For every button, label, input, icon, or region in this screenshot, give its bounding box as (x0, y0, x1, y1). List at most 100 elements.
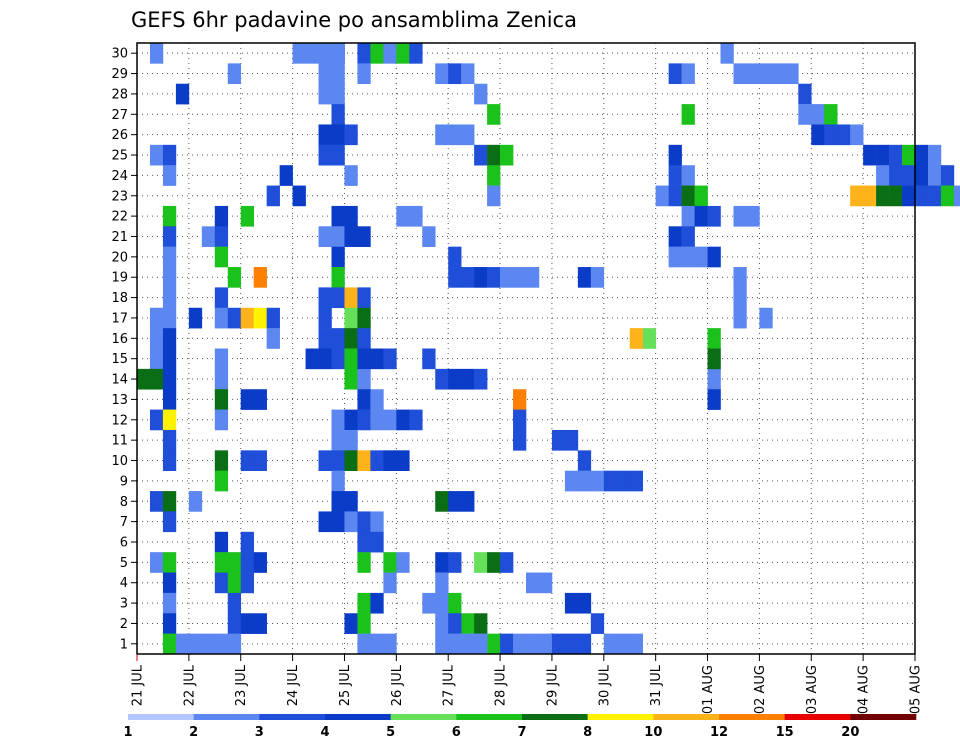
heatmap-cell (227, 267, 242, 288)
y-tick-label: 18 (111, 291, 128, 306)
heatmap-cell (331, 328, 345, 349)
heatmap-cell (474, 267, 488, 288)
heatmap-cell (370, 531, 384, 553)
colorbar-label: 20 (841, 725, 859, 740)
heatmap-cell (227, 592, 242, 614)
heatmap-cell (162, 552, 177, 573)
heatmap-cell (500, 267, 514, 288)
heatmap-cell (214, 409, 229, 431)
heatmap-cell (720, 43, 734, 64)
heatmap-cell (162, 328, 177, 349)
heatmap-cell (214, 226, 229, 247)
heatmap-cell (162, 389, 177, 410)
y-tick-label: 17 (111, 311, 128, 326)
heatmap-cell (162, 307, 177, 329)
heatmap-cell (487, 165, 501, 186)
heatmap-cell (850, 185, 864, 207)
heatmap-cell (357, 226, 371, 247)
heatmap-cell (370, 633, 384, 655)
heatmap-cell (694, 246, 708, 268)
heatmap-cell (811, 124, 825, 146)
heatmap-cell (305, 348, 319, 370)
heatmap-cell (162, 511, 177, 533)
heatmap-cell (409, 409, 423, 431)
heatmap-cell (513, 429, 527, 451)
heatmap-cell (214, 368, 229, 390)
heatmap-cell (344, 613, 358, 634)
heatmap-cell (707, 389, 721, 410)
heatmap-cell (318, 83, 332, 105)
heatmap-cell (292, 185, 306, 207)
heatmap-cell (383, 552, 397, 573)
heatmap-cell (759, 63, 773, 85)
heatmap-cell (240, 389, 254, 410)
heatmap-cell (344, 368, 358, 390)
colorbar-swatch (587, 714, 654, 720)
heatmap-cell (668, 226, 682, 247)
y-tick-label: 27 (111, 108, 128, 123)
x-tick-label: 21 JUL (131, 664, 146, 706)
heatmap-cell (551, 633, 566, 655)
y-tick-label: 6 (120, 535, 128, 550)
heatmap-cell (149, 328, 164, 349)
y-tick-label: 1 (120, 637, 128, 652)
heatmap-cell (357, 348, 371, 370)
heatmap-cell (331, 226, 345, 247)
x-tick-label: 26 JUL (390, 664, 405, 706)
heatmap-cell (474, 368, 488, 390)
heatmap-cell (240, 613, 254, 634)
heatmap-cell (331, 104, 345, 125)
heatmap-cell (798, 104, 812, 125)
heatmap-cell (357, 531, 371, 553)
heatmap-cell (681, 165, 695, 186)
heatmap-cell (422, 592, 436, 614)
heatmap-cell (616, 633, 631, 655)
heatmap-cell (357, 511, 371, 533)
heatmap-cell (681, 185, 695, 207)
heatmap-cell (409, 43, 423, 64)
heatmap-cell (487, 267, 501, 288)
heatmap-cell (461, 368, 475, 390)
heatmap-cell (889, 185, 903, 207)
heatmap-cell (331, 287, 345, 309)
heatmap-cell (435, 572, 449, 594)
heatmap-cell (461, 613, 475, 634)
heatmap-cell (188, 633, 203, 655)
heatmap-cell (876, 185, 890, 207)
heatmap-cell (448, 491, 462, 512)
heatmap-cell (240, 552, 254, 573)
colorbar-label: 12 (710, 725, 728, 740)
heatmap-cell (357, 450, 371, 471)
heatmap-cell (435, 368, 449, 390)
heatmap-cell (383, 450, 397, 471)
colorbar-label: 7 (517, 725, 526, 740)
heatmap-cell (681, 63, 695, 85)
heatmap-cell (357, 389, 371, 410)
colorbar-swatch (325, 714, 391, 720)
heatmap-cell (201, 633, 216, 655)
heatmap-cell (292, 43, 306, 64)
heatmap-cell (331, 491, 345, 512)
heatmap-cell (149, 307, 164, 329)
y-tick-label: 22 (111, 210, 128, 225)
heatmap-cell (331, 470, 345, 492)
x-tick-label: 31 JUL (649, 664, 664, 706)
heatmap-cell (668, 63, 682, 85)
heatmap-cell (876, 144, 890, 166)
x-tick-label: 25 JUL (338, 664, 353, 706)
heatmap-cell (850, 124, 864, 146)
heatmap-cell (162, 450, 177, 471)
heatmap-cell (214, 572, 229, 594)
y-tick-label: 14 (111, 373, 128, 388)
heatmap-cell (162, 633, 177, 655)
heatmap-cell (318, 287, 332, 309)
y-tick-label: 21 (111, 230, 128, 245)
heatmap-cell (214, 470, 229, 492)
heatmap-cell (162, 267, 177, 288)
heatmap-cell (915, 165, 929, 186)
heatmap-cell (266, 328, 280, 349)
heatmap-cell (577, 267, 592, 288)
heatmap-cell (331, 450, 345, 471)
y-tick-label: 23 (111, 189, 128, 204)
